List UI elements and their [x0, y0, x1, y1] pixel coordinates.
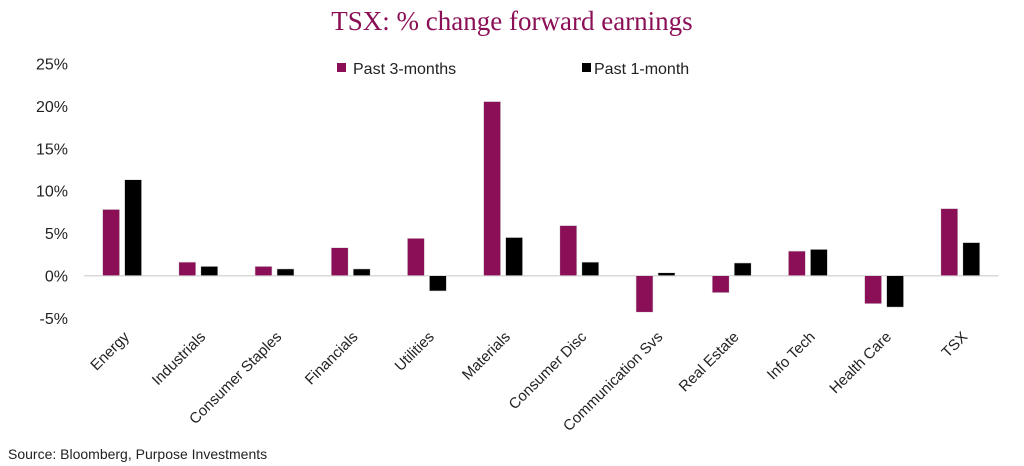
source-note: Source: Bloomberg, Purpose Investments	[8, 446, 267, 462]
bar-1m-consumer-disc	[581, 261, 600, 277]
bar-1m-communication-svs	[657, 272, 676, 277]
x-category-label: Health Care	[826, 329, 895, 398]
bar-1m-financials	[352, 268, 371, 276]
y-tick-label: -5%	[40, 311, 68, 328]
bar-1m-health-care	[886, 275, 904, 308]
x-category-label: Consumer Disc	[506, 328, 591, 413]
bar-3m-info-tech	[788, 250, 806, 276]
bar-1m-consumer-staples	[276, 268, 295, 276]
x-category-label: TSX	[938, 329, 971, 362]
bar-3m-consumer-staples	[254, 266, 273, 277]
legend-label-3m: Past 3-months	[353, 61, 456, 78]
y-tick-label: 20%	[36, 99, 68, 116]
bar-1m-materials	[505, 237, 523, 277]
bar-1m-industrials	[200, 266, 219, 277]
bar-1m-info-tech	[810, 249, 828, 276]
bar-3m-energy	[102, 209, 120, 276]
x-category-label: Industrials	[149, 329, 209, 389]
x-category-label: Materials	[459, 329, 514, 384]
chart-title: TSX: % change forward earnings	[331, 6, 692, 36]
y-tick-label: 5%	[45, 226, 68, 243]
bar-3m-real-estate	[711, 275, 730, 293]
y-tick-label: 10%	[36, 184, 68, 201]
bar-1m-real-estate	[733, 262, 752, 276]
x-category-label: Utilities	[392, 329, 438, 375]
bar-3m-industrials	[178, 261, 197, 277]
bar-3m-health-care	[864, 275, 882, 305]
bar-3m-financials	[330, 247, 349, 276]
x-category-label: Info Tech	[764, 329, 819, 384]
bar-3m-utilities	[407, 238, 425, 276]
y-tick-label: 25%	[36, 56, 68, 73]
x-category-label: Financials	[302, 329, 362, 389]
bar-3m-materials	[483, 101, 501, 276]
legend: Past 3-months Past 1-month	[337, 61, 689, 78]
x-category-label: Energy	[87, 328, 133, 374]
bar-1m-energy	[124, 179, 142, 277]
bar-1m-tsx	[962, 242, 981, 276]
bar-3m-communication-svs	[635, 275, 654, 313]
y-tick-label: 15%	[36, 141, 68, 158]
y-tick-label: 0%	[45, 269, 68, 286]
legend-label-1m: Past 1-month	[594, 61, 689, 78]
bar-1m-utilities	[429, 275, 447, 292]
bar-3m-consumer-disc	[559, 225, 578, 276]
bar-3m-tsx	[940, 208, 959, 277]
x-category-label: Real Estate	[676, 329, 743, 396]
legend-swatch-1m	[582, 63, 591, 72]
legend-swatch-3m	[337, 63, 346, 72]
